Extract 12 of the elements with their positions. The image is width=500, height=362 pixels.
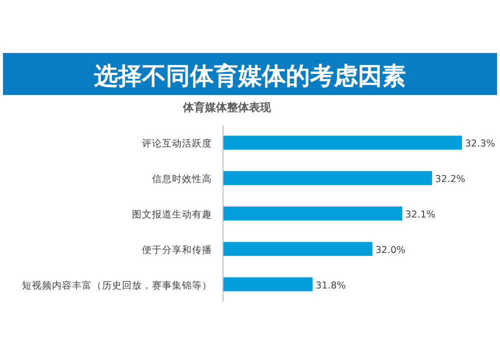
y-tick-label: 短视频内容丰富（历史回放，赛事集锦等） <box>22 279 212 292</box>
y-tick-label: 信息时效性高 <box>152 173 212 186</box>
chart-subtitle: 体育媒体整体表现 <box>182 101 272 114</box>
y-tick-label: 评论互动活跃度 <box>142 138 212 150</box>
data-label: 32.3% <box>465 138 496 150</box>
data-label: 31.8% <box>316 280 346 292</box>
data-label: 32.0% <box>375 244 406 256</box>
data-label: 32.1% <box>405 210 436 220</box>
y-tick-label: 便于分享和传播 <box>142 244 212 256</box>
y-tick-label: 图文报道生动有趣 <box>132 208 212 220</box>
chart-title: 选择不同体育媒体的考虑因素 <box>93 62 406 90</box>
data-label: 32.2% <box>435 174 466 186</box>
